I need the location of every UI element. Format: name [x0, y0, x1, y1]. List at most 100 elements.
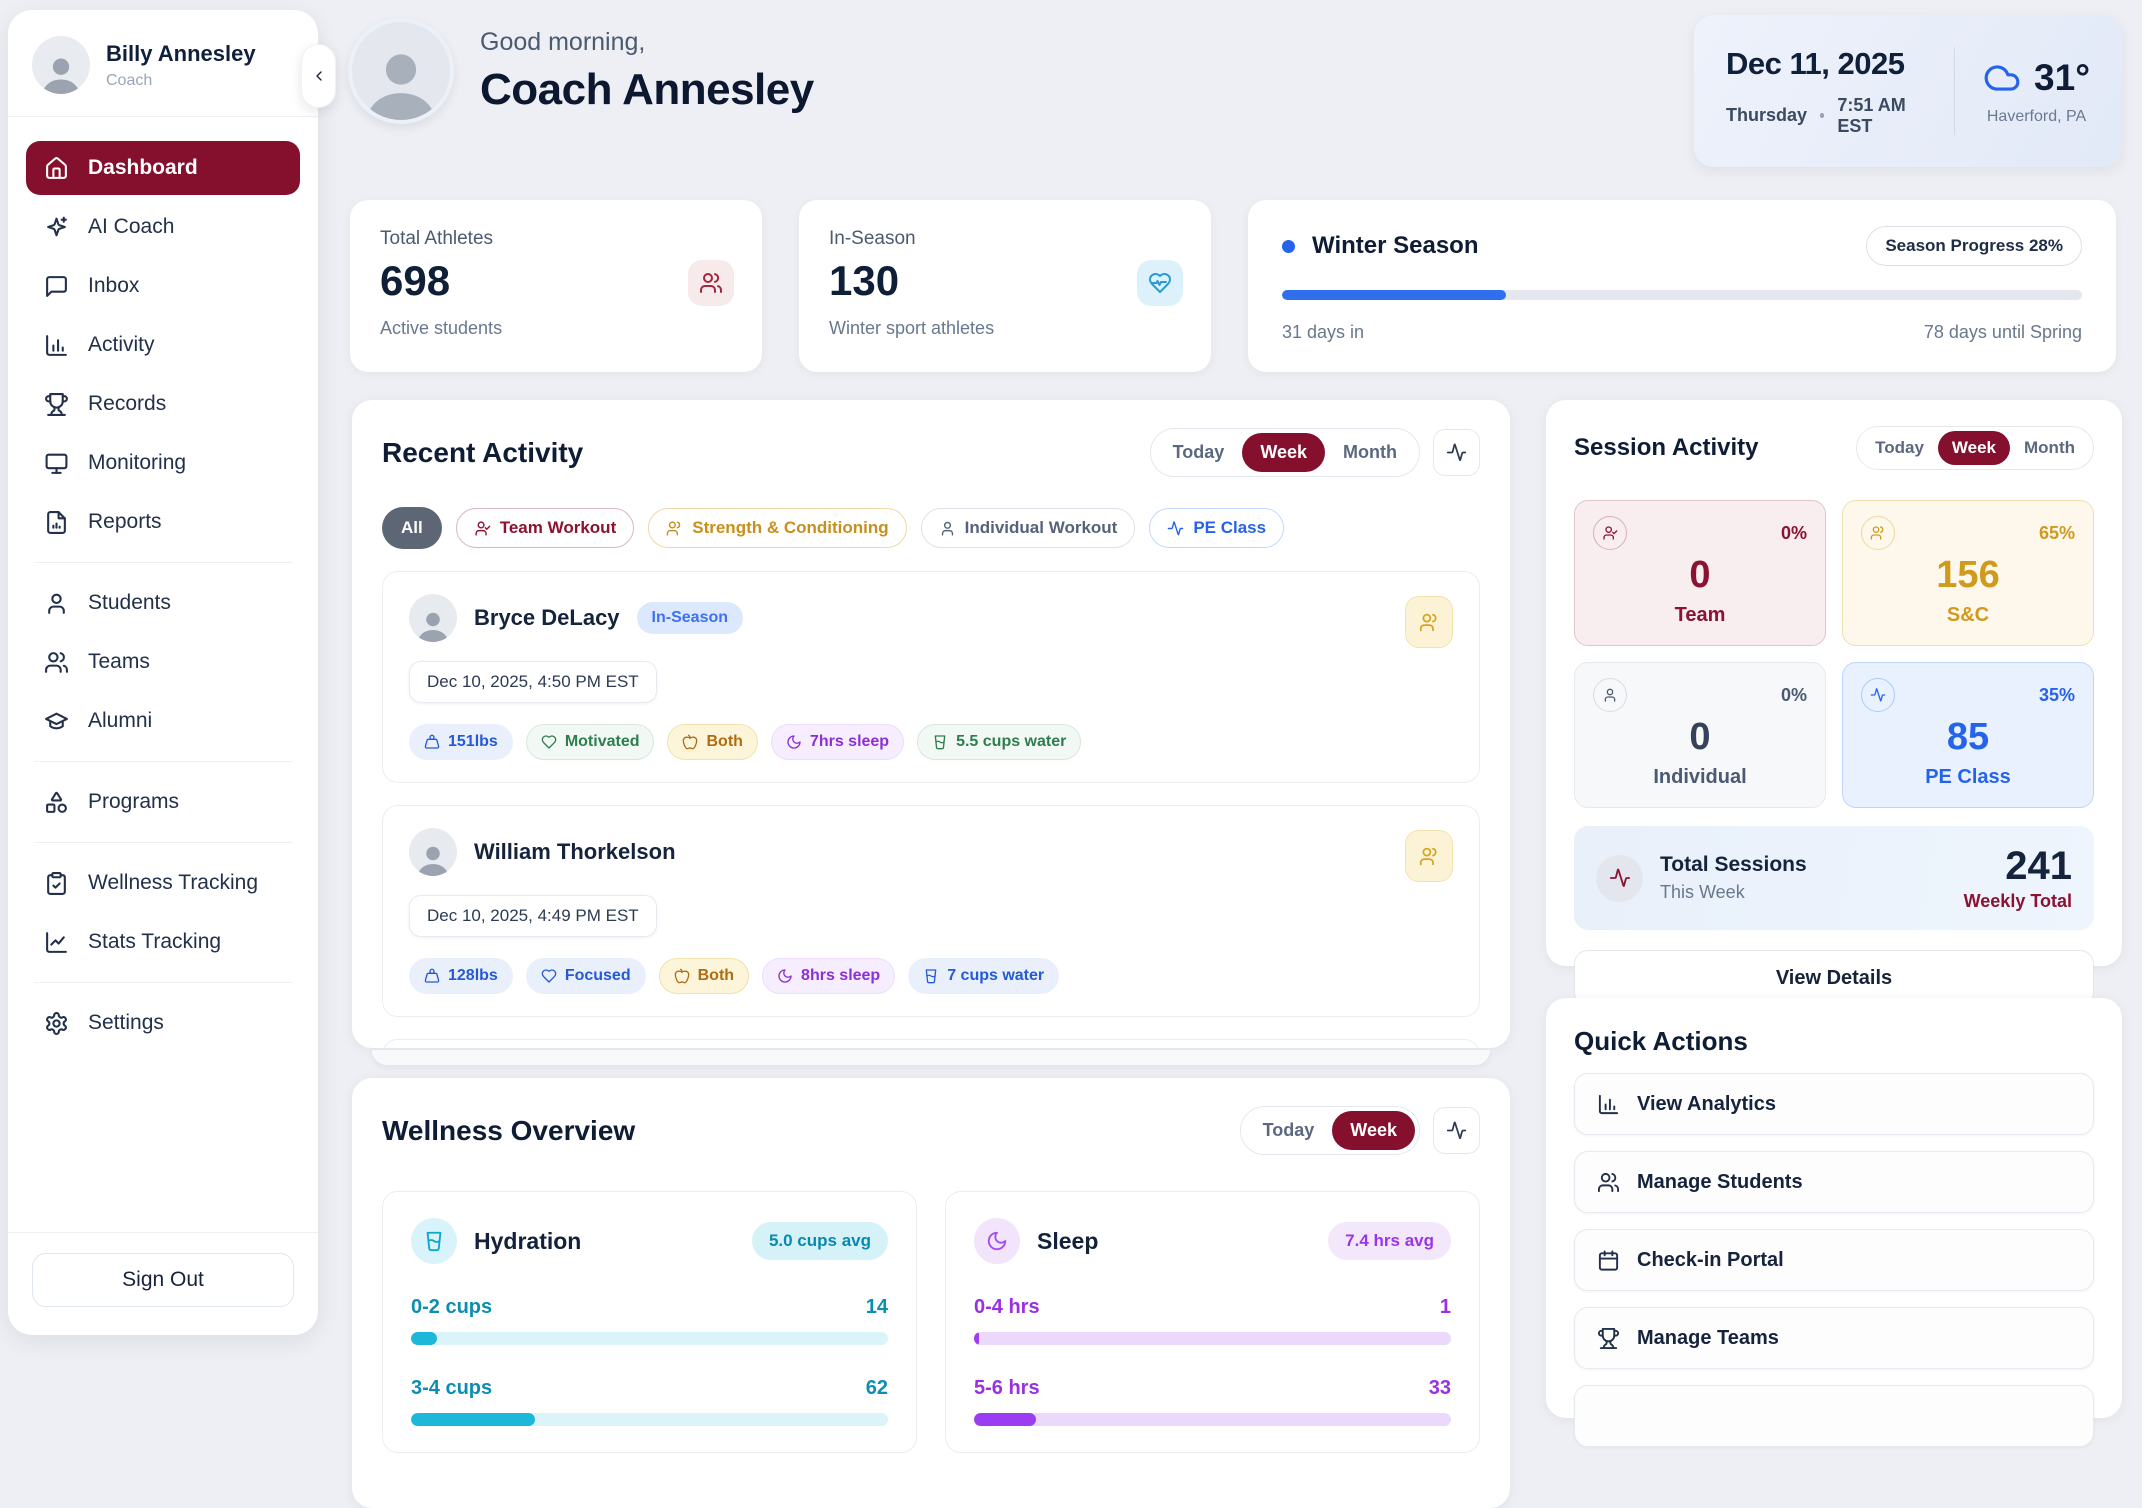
date-text: Dec 11, 2025: [1726, 45, 1905, 81]
winter-season-card: Winter Season Season Progress 28% 31 day…: [1248, 200, 2116, 372]
check-in-portal-button[interactable]: Check-in Portal: [1574, 1229, 2094, 1291]
activity-pulse-button[interactable]: [1433, 429, 1480, 476]
student-avatar: [409, 594, 457, 642]
people-icon: [666, 520, 681, 536]
sidebar-item-label: Settings: [88, 1011, 164, 1034]
sidebar-item-students[interactable]: Students: [26, 576, 300, 630]
season-progress-badge: Season Progress 28%: [1866, 226, 2082, 266]
sidebar-item-wellness-tracking[interactable]: Wellness Tracking: [26, 856, 300, 910]
season-progress-fill: [1282, 290, 1506, 300]
team-sessions-card: 0% 0 Team: [1574, 500, 1826, 646]
stat-value: 130: [829, 257, 900, 304]
manage-teams-button[interactable]: Manage Teams: [1574, 1307, 2094, 1369]
users-icon: [1597, 1172, 1620, 1192]
snc-sessions-card: 65% 156 S&C: [1842, 500, 2094, 646]
temperature-text: 31°: [2034, 56, 2090, 98]
toggle-week[interactable]: Week: [1242, 433, 1326, 472]
individual-pct: 0%: [1780, 684, 1807, 705]
person-icon: [941, 521, 953, 536]
sidebar-item-records[interactable]: Records: [26, 377, 300, 431]
recent-activity-title: Recent Activity: [382, 436, 584, 468]
entry-timestamp: Dec 10, 2025, 4:49 PM EST: [409, 895, 657, 937]
date-block: Dec 11, 2025 Thursday 7:51 AM EST: [1726, 46, 1932, 137]
heart-icon: [541, 735, 557, 749]
sign-out-button[interactable]: Sign Out: [32, 1253, 294, 1307]
manage-students-button[interactable]: Manage Students: [1574, 1151, 2094, 1213]
moon-icon: [787, 735, 801, 749]
filter-individual-workout[interactable]: Individual Workout: [920, 508, 1136, 548]
sidebar-item-label: Inbox: [88, 274, 140, 297]
student-avatar: [409, 828, 457, 876]
sidebar-item-stats-tracking[interactable]: Stats Tracking: [26, 915, 300, 969]
wellness-range-toggle: Today Week: [1239, 1106, 1420, 1155]
sidebar-item-reports[interactable]: Reports: [26, 495, 300, 549]
entry-session-button[interactable]: [1405, 596, 1453, 648]
sidebar-item-dashboard[interactable]: Dashboard: [26, 141, 300, 195]
date-weather-card: Dec 11, 2025 Thursday 7:51 AM EST 31° Ha…: [1694, 15, 2122, 167]
sidebar-divider: [34, 842, 292, 843]
users-icon: [45, 651, 68, 673]
quick-action-button-partial[interactable]: [1574, 1385, 2094, 1447]
activity-entry: Bryce DeLacy In-Season Dec 10, 2025, 4:5…: [382, 571, 1480, 783]
user-avatar: [32, 36, 90, 94]
dot-separator: [1820, 113, 1825, 118]
water-cup-icon: [934, 735, 946, 750]
sidebar-item-label: Students: [88, 591, 171, 614]
sidebar-item-activity[interactable]: Activity: [26, 318, 300, 372]
toggle-week[interactable]: Week: [1332, 1111, 1415, 1150]
pulse-icon: [1596, 854, 1643, 902]
sidebar-item-alumni[interactable]: Alumni: [26, 694, 300, 748]
water-tag: 7 cups water: [908, 958, 1060, 994]
toggle-today[interactable]: Today: [1172, 442, 1225, 462]
sidebar-item-label: Monitoring: [88, 451, 187, 474]
total-sessions-label: Total Sessions: [1660, 853, 1807, 876]
sidebar-nav: Dashboard AI Coach Inbox Activity Record…: [8, 117, 318, 1232]
sidebar-collapse-button[interactable]: [301, 44, 336, 108]
sidebar-item-label: Alumni: [88, 709, 153, 732]
sidebar-item-teams[interactable]: Teams: [26, 635, 300, 689]
sidebar-item-inbox[interactable]: Inbox: [26, 259, 300, 313]
toggle-week[interactable]: Week: [1937, 431, 2011, 465]
nutrition-tag: Both: [667, 724, 758, 760]
sidebar-item-ai-coach[interactable]: AI Coach: [26, 200, 300, 254]
sidebar-item-label: Wellness Tracking: [88, 871, 259, 894]
toggle-month[interactable]: Month: [1343, 442, 1397, 462]
sidebar-item-monitoring[interactable]: Monitoring: [26, 436, 300, 490]
entry-session-button[interactable]: [1405, 830, 1453, 882]
sidebar-item-label: Activity: [88, 333, 155, 356]
heart-icon: [541, 969, 557, 983]
sidebar-item-label: Stats Tracking: [88, 930, 222, 953]
sidebar-item-programs[interactable]: Programs: [26, 775, 300, 829]
weight-tag: 151lbs: [409, 724, 513, 760]
toggle-month[interactable]: Month: [2024, 438, 2075, 457]
activity-entry: William Thorkelson Dec 10, 2025, 4:49 PM…: [382, 805, 1480, 1017]
filter-pe-class[interactable]: PE Class: [1149, 508, 1285, 548]
session-activity-title: Session Activity: [1574, 434, 1759, 461]
filter-all[interactable]: All: [382, 507, 442, 549]
wellness-pulse-button[interactable]: [1433, 1107, 1480, 1154]
sleep-bar-fill: [974, 1413, 1036, 1426]
sidebar: Billy Annesley Coach Dashboard AI Coach …: [8, 10, 318, 1335]
view-details-button[interactable]: View Details: [1574, 950, 2094, 1006]
view-analytics-button[interactable]: View Analytics: [1574, 1073, 2094, 1135]
toggle-today[interactable]: Today: [1262, 1120, 1315, 1140]
hydration-bar-track: [411, 1413, 888, 1426]
filter-strength-conditioning[interactable]: Strength & Conditioning: [648, 508, 907, 548]
shapes-icon: [46, 791, 67, 813]
recent-activity-panel: Recent Activity Today Week Month All Tea…: [352, 400, 1510, 1048]
day-text: Thursday: [1726, 105, 1808, 125]
toggle-today[interactable]: Today: [1875, 438, 1924, 457]
weight-icon: [424, 968, 440, 983]
person-icon: [475, 520, 491, 536]
days-until-text: 78 days until Spring: [1923, 322, 2082, 342]
sidebar-item-label: Programs: [88, 790, 180, 813]
sidebar-item-settings[interactable]: Settings: [26, 996, 300, 1050]
bar-chart-icon: [46, 334, 67, 356]
hydration-row: 3-4 cups 62: [411, 1377, 888, 1426]
entry-timestamp: Dec 10, 2025, 4:50 PM EST: [409, 661, 657, 703]
mood-tag: Motivated: [525, 724, 655, 760]
filter-team-workout[interactable]: Team Workout: [455, 508, 635, 548]
sleep-card: Sleep 7.4 hrs avg 0-4 hrs 1 5-6 hrs 33: [945, 1191, 1480, 1453]
season-status-dot: [1282, 239, 1295, 253]
in-season-card: In-Season 130 Winter sport athletes: [799, 200, 1211, 372]
